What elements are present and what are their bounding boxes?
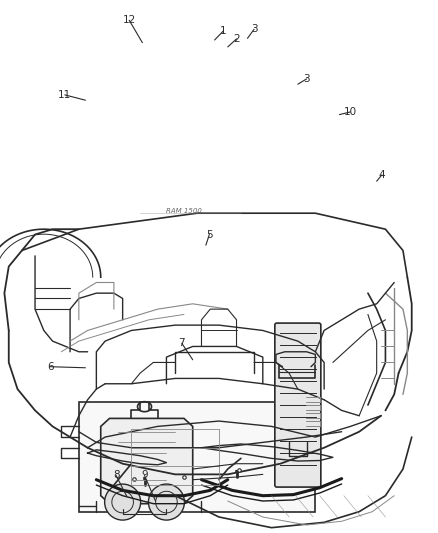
Text: 1: 1 <box>220 26 227 36</box>
Text: 3: 3 <box>303 74 310 84</box>
Polygon shape <box>101 418 193 504</box>
Circle shape <box>148 484 184 520</box>
Text: 4: 4 <box>378 170 385 180</box>
Text: 11: 11 <box>58 90 71 100</box>
Text: 10: 10 <box>344 107 357 117</box>
Text: RAM 1500: RAM 1500 <box>166 207 202 214</box>
Text: 6: 6 <box>47 362 54 372</box>
Text: 9: 9 <box>141 471 148 480</box>
Text: 3: 3 <box>251 25 258 34</box>
Text: 5: 5 <box>206 230 213 239</box>
Text: 8: 8 <box>113 471 120 480</box>
FancyBboxPatch shape <box>275 323 321 487</box>
Text: 12: 12 <box>123 15 136 25</box>
Text: 7: 7 <box>178 338 185 348</box>
Text: 2: 2 <box>233 34 240 44</box>
Polygon shape <box>79 402 315 512</box>
Circle shape <box>105 484 141 520</box>
